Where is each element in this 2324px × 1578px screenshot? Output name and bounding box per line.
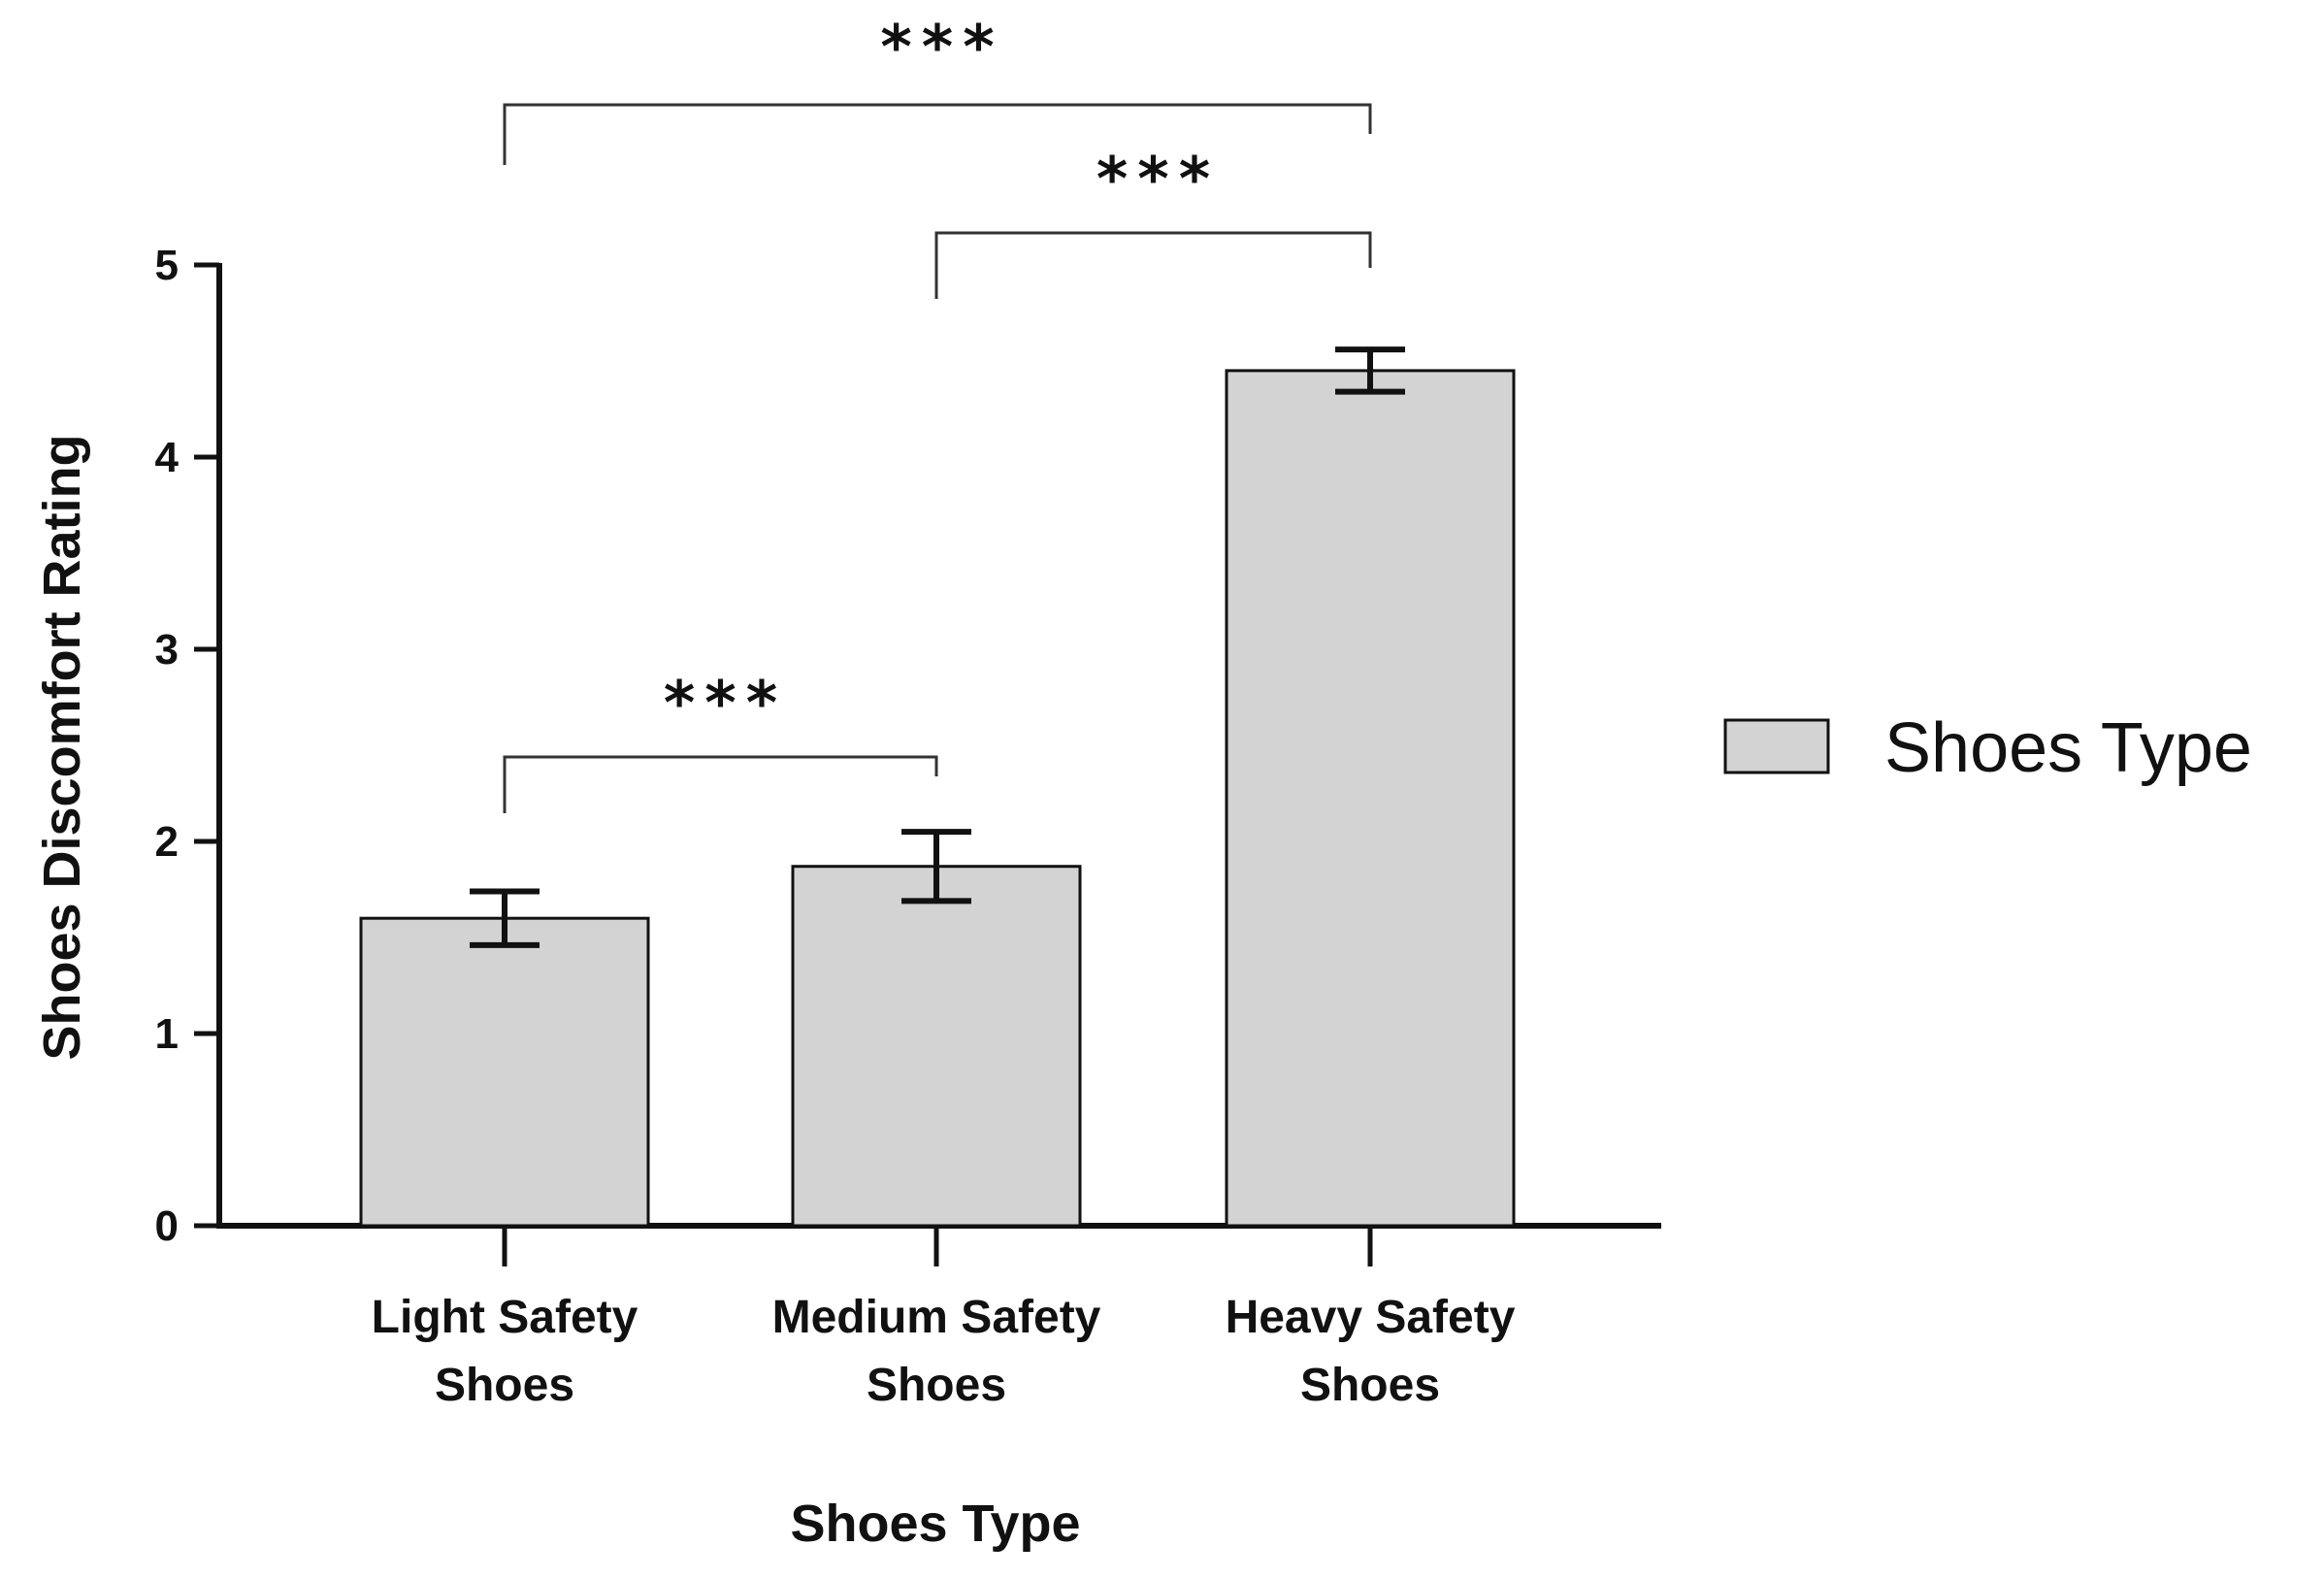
legend-label: Shoes Type <box>1884 709 2252 787</box>
x-tick-label: Medium Safety Shoes <box>772 1292 1101 1411</box>
x-axis-title: Shoes Type <box>790 1495 1080 1553</box>
y-tick-label: 4 <box>155 434 180 481</box>
x-tick-label-line: Shoes <box>435 1360 574 1411</box>
y-ticks: 0 1 2 3 4 5 <box>155 242 219 1250</box>
significance-brackets: *** *** *** <box>503 12 1372 813</box>
y-tick-label: 1 <box>155 1010 179 1058</box>
x-tick-label: Heavy Safety Shoes <box>1226 1292 1516 1411</box>
significance-bracket <box>503 755 938 813</box>
y-tick-label: 5 <box>155 242 179 289</box>
y-tick-label: 2 <box>155 818 179 866</box>
x-tick-label-line: Shoes <box>1300 1360 1440 1411</box>
y-tick-label: 3 <box>155 626 179 674</box>
x-tick-label-line: Heavy Safety <box>1226 1292 1516 1343</box>
significance-label: *** <box>664 668 787 739</box>
y-axis-title: Shoes Discomfort Rating <box>33 434 91 1060</box>
significance-bracket <box>503 103 1372 165</box>
x-tick-label: Light Safety Shoes <box>372 1292 638 1411</box>
bars <box>359 369 1516 1228</box>
legend: Shoes Type <box>1723 709 2252 787</box>
bar <box>359 916 650 1228</box>
x-tick-label-line: Shoes <box>867 1360 1006 1411</box>
significance-label: *** <box>880 12 1003 82</box>
x-tick-label-line: Light Safety <box>372 1292 638 1343</box>
significance-label: *** <box>1097 144 1220 214</box>
error-bars <box>470 346 1405 948</box>
y-tick-label: 0 <box>155 1202 179 1250</box>
significance-bracket <box>934 231 1372 299</box>
bar <box>791 865 1082 1228</box>
bar <box>1225 369 1516 1228</box>
legend-swatch <box>1723 718 1830 774</box>
x-tick-label-line: Medium Safety <box>772 1292 1101 1343</box>
